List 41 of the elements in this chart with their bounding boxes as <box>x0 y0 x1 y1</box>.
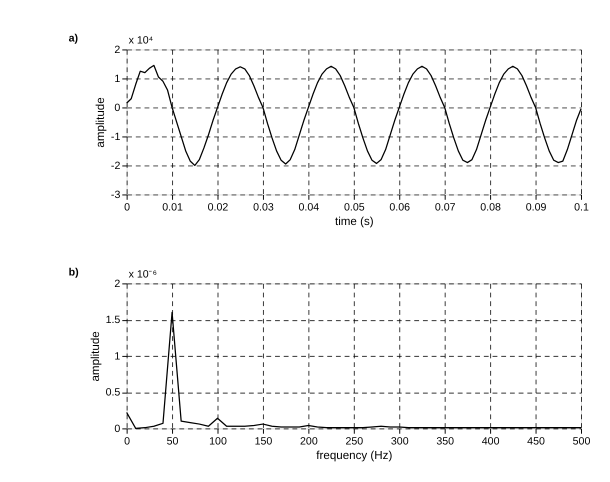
x-tick-label: 0.05 <box>344 201 365 214</box>
y-tick-label: -2 <box>110 160 120 172</box>
x-tick-label: 0 <box>124 201 130 214</box>
x-tick-label: 100 <box>209 435 227 448</box>
x-tick-label: 500 <box>572 435 590 448</box>
x-tick-label: 400 <box>482 435 500 448</box>
x-tick-label: 300 <box>390 435 409 448</box>
x-tick-label: 50 <box>166 435 179 448</box>
x-tick-label: 250 <box>345 435 364 448</box>
y-tick-label: 1.5 <box>106 314 120 326</box>
y-tick-label: 2 <box>114 44 120 56</box>
x-axis-title: time (s) <box>334 214 374 228</box>
x-tick-label: 0.07 <box>434 201 456 214</box>
y-tick-label: 0 <box>114 102 120 114</box>
y-tick-label: -3 <box>110 188 120 201</box>
x-tick-label: 200 <box>300 435 318 448</box>
x-axis-title: frequency (Hz) <box>316 448 392 462</box>
y-tick-label: 0.5 <box>106 386 120 399</box>
x-tick-label: 350 <box>436 435 454 448</box>
x-tick-label: 0.03 <box>253 201 274 214</box>
y-tick-label: 1 <box>114 350 120 362</box>
x-tick-label: 0.02 <box>208 201 228 214</box>
x-tick-label: 0.08 <box>480 201 502 214</box>
text: x 10⁻⁶ <box>128 268 158 281</box>
x-tick-label: 450 <box>527 435 545 448</box>
x-tick-label: 0 <box>124 435 130 448</box>
text: b) <box>68 266 80 279</box>
x-tick-label: 0.04 <box>298 201 320 214</box>
y-tick-label: 0 <box>114 422 120 435</box>
y-axis-title: amplitude <box>94 97 108 148</box>
y-tick-label: 1 <box>114 72 120 85</box>
x-tick-label: 0.09 <box>526 201 546 214</box>
x-tick-label: 0.01 <box>162 201 183 214</box>
text: x 10⁴ <box>128 34 154 47</box>
x-tick-label: 0.06 <box>389 201 410 214</box>
y-tick-label: 2 <box>114 278 120 290</box>
x-tick-label: 0.1 <box>574 201 589 214</box>
y-axis-title: amplitude <box>88 331 102 382</box>
y-tick-label: -1 <box>110 130 120 143</box>
x-tick-label: 150 <box>254 435 272 448</box>
text: a) <box>68 32 79 45</box>
